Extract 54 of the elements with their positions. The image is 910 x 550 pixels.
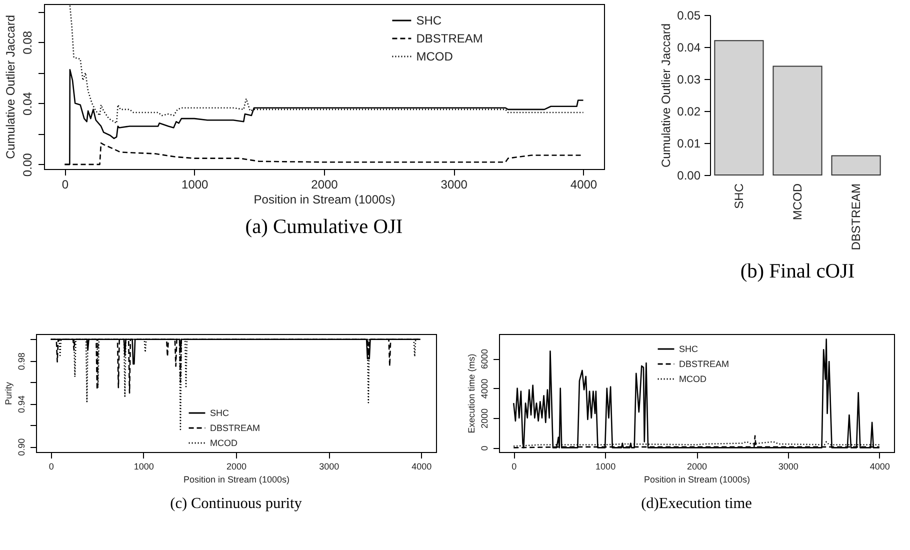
legend-label: MCOD — [416, 50, 454, 64]
y-tick-label: 6000 — [480, 349, 490, 370]
legend-label: SHC — [210, 408, 230, 418]
text: (a) Cumulative OJI — [245, 216, 403, 238]
x-tick-label: 3000 — [319, 462, 340, 472]
x-tick-label: MCOD — [790, 183, 804, 220]
y-tick-label: 0.98 — [16, 352, 26, 370]
legend-label: DBSTREAM — [210, 423, 260, 433]
x-axis-title: Position in Stream (1000s) — [644, 474, 750, 484]
x-tick-label: 4000 — [870, 462, 890, 472]
legend-label: DBSTREAM — [416, 32, 483, 46]
x-tick-label: 3000 — [778, 462, 798, 472]
y-tick-label: 0.03 — [677, 72, 701, 86]
x-tick-label: 4000 — [570, 178, 598, 192]
y-tick-label: 0.04 — [677, 40, 701, 54]
y-axis-title: Cumulative Outlier Jaccard — [659, 23, 674, 168]
y-axis-title: Execution time (ms) — [466, 354, 476, 434]
legend-label: SHC — [416, 14, 442, 28]
y-axis-title: Purity — [4, 382, 14, 406]
x-tick-label: 2000 — [311, 178, 338, 192]
x-tick-label: 0 — [48, 462, 54, 472]
x-tick-label: 3000 — [440, 178, 468, 192]
text: (d)Execution time — [641, 495, 752, 512]
y-tick-label: 0.04 — [20, 92, 34, 116]
x-tick-label: SHC — [732, 183, 746, 209]
text: (c) Continuous purity — [170, 495, 302, 512]
legend-label: SHC — [679, 344, 698, 354]
y-tick-label: 0 — [480, 446, 490, 451]
y-tick-label: 0.02 — [677, 104, 701, 118]
x-tick-label: 1000 — [596, 462, 616, 472]
y-tick-label: 0.05 — [677, 8, 701, 22]
y-tick-label: 0.90 — [16, 438, 26, 456]
x-axis-title: Position in Stream (1000s) — [254, 192, 396, 206]
x-tick-label: DBSTREAM — [849, 184, 864, 250]
y-tick-label: 0.00 — [677, 168, 701, 182]
y-tick-label: 4000 — [480, 378, 490, 399]
y-tick-label: 0.01 — [677, 136, 701, 150]
legend-label: MCOD — [210, 438, 238, 448]
legend-label: MCOD — [679, 374, 707, 384]
x-tick-label: 1000 — [134, 462, 154, 472]
y-tick-label: 0.08 — [20, 30, 34, 54]
x-tick-label: 2000 — [226, 462, 247, 472]
x-tick-label: 0 — [62, 178, 69, 192]
y-tick-label: 2000 — [480, 408, 490, 428]
x-axis-title: Position in Stream (1000s) — [183, 474, 290, 484]
legend-label: DBSTREAM — [679, 359, 730, 369]
x-tick-label: 4000 — [412, 462, 432, 472]
x-tick-label: 1000 — [182, 178, 209, 192]
y-tick-label: 0.00 — [20, 152, 34, 177]
x-tick-label: 2000 — [686, 462, 708, 472]
y-tick-label: 0.94 — [16, 395, 26, 413]
text: (b) Final cOJI — [740, 260, 855, 283]
y-axis-title: Cumulative Outlier Jaccard — [4, 14, 18, 160]
x-tick-label: 0 — [512, 462, 517, 472]
